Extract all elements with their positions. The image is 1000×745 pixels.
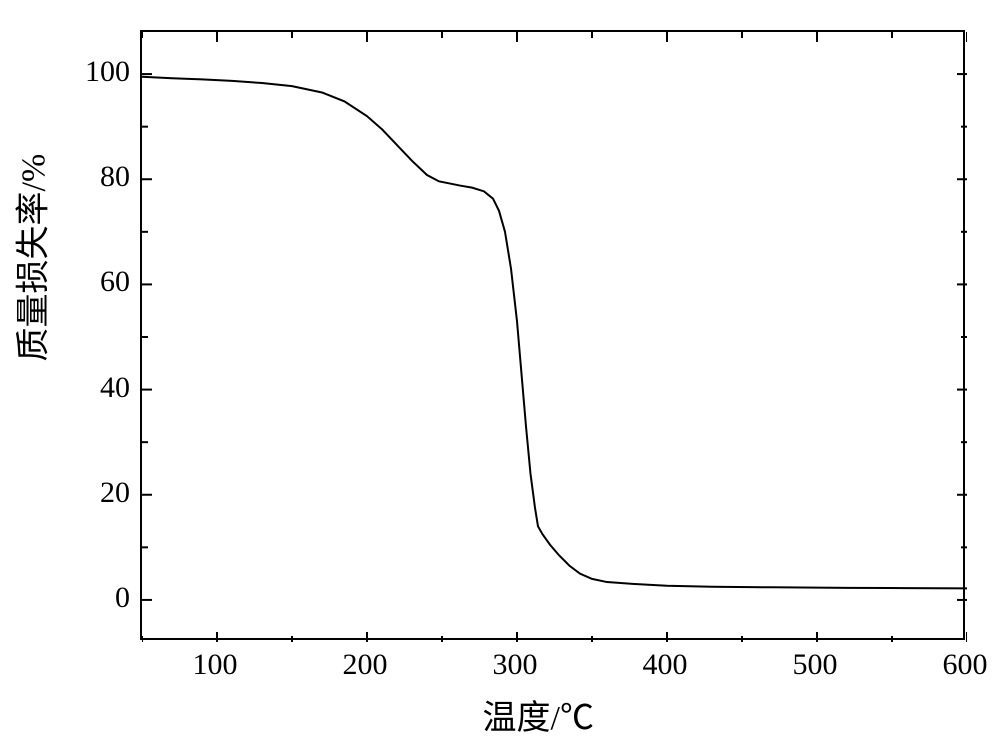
x-tick-label: 300 xyxy=(493,648,538,682)
x-tick-label: 500 xyxy=(793,648,838,682)
x-tick-label: 600 xyxy=(943,648,988,682)
y-axis-label: 质量损失率/% xyxy=(6,322,55,362)
tga-chart: 质量损失率/% 温度/℃ 100 200 300 400 500 600 0 20 40 60 80… xyxy=(0,0,1000,745)
x-tick-label: 100 xyxy=(193,648,238,682)
y-tick-label: 60 xyxy=(70,265,130,299)
y-tick-label: 100 xyxy=(70,55,130,89)
y-tick-label: 20 xyxy=(70,476,130,510)
tga-curve xyxy=(142,77,967,589)
x-axis-label: 温度/℃ xyxy=(483,690,594,739)
y-tick-label: 80 xyxy=(70,160,130,194)
y-tick-label: 0 xyxy=(70,581,130,615)
x-tick-label: 200 xyxy=(343,648,388,682)
plot-svg xyxy=(142,32,967,642)
y-tick-label: 40 xyxy=(70,371,130,405)
x-tick-label: 400 xyxy=(643,648,688,682)
plot-frame xyxy=(140,30,965,640)
